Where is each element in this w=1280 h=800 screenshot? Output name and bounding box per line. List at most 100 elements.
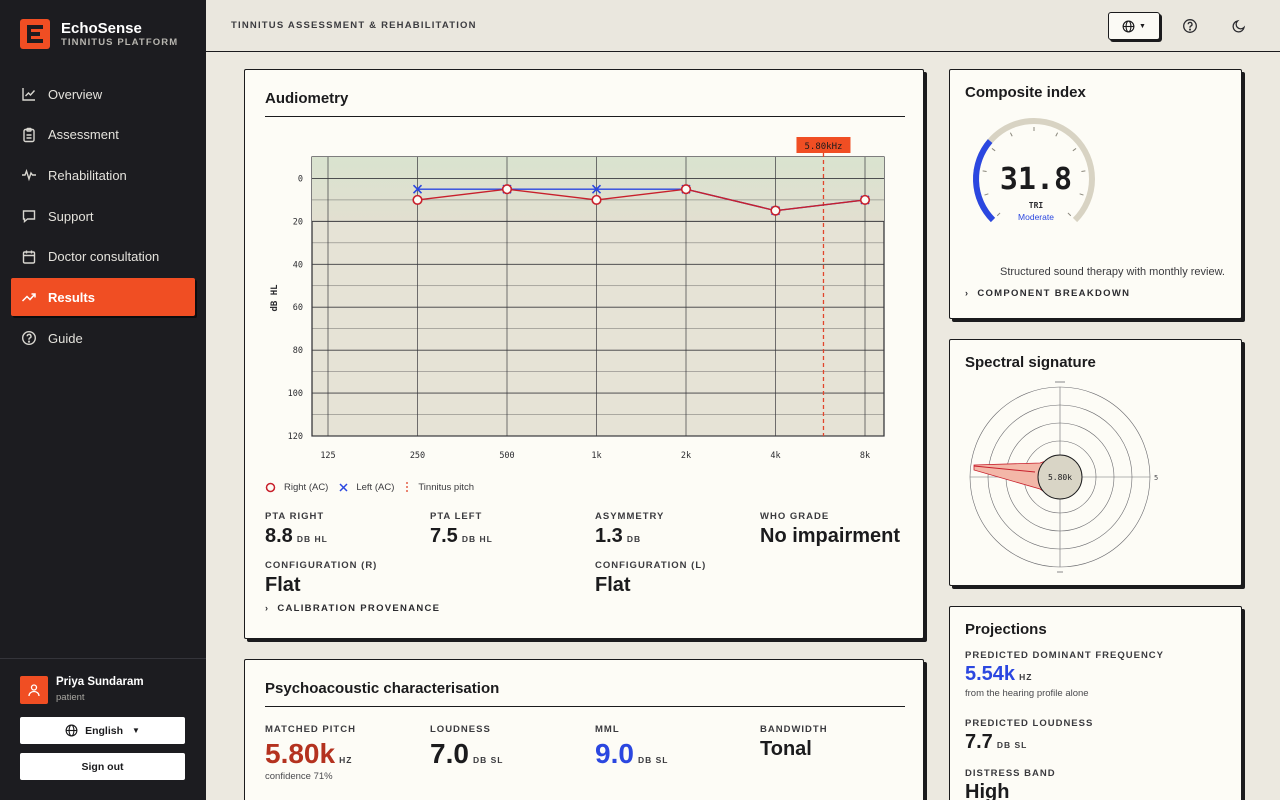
gauge-tick <box>1055 132 1059 137</box>
brand[interactable]: EchoSense TINNITUS PLATFORM <box>20 19 178 49</box>
stat-predicted-frequency: PREDICTED DOMINANT FREQUENCY 5.54k HZ fro… <box>965 650 1164 699</box>
stat-label: ASYMMETRY <box>595 511 665 522</box>
stat-value: 9.0 <box>595 738 634 769</box>
projections-card: Projections PREDICTED DOMINANT FREQUENCY… <box>949 606 1242 800</box>
pitch-marker-label: 5.80kHz <box>805 142 843 152</box>
card-title: Psychoacoustic characterisation <box>265 680 500 697</box>
stat-configuration-right: CONFIGURATION (R) Flat <box>265 560 377 597</box>
polar-tick-right: 5 <box>1154 474 1158 482</box>
y-tick-label: 0 <box>298 174 303 184</box>
stat-unit: DB SL <box>996 740 1028 750</box>
top-bar: TINNITUS ASSESSMENT & REHABILITATION ▼ <box>206 0 1280 52</box>
stat-value: 8.8 <box>265 525 293 547</box>
nav-item-doctor-consultation[interactable]: Doctor consultation <box>11 238 195 276</box>
nav-item-guide[interactable]: Guide <box>11 319 195 357</box>
stat-label: CONFIGURATION (R) <box>265 560 378 571</box>
sign-out-button[interactable]: Sign out <box>20 753 185 780</box>
stat-label: MML <box>595 724 620 735</box>
gauge-tick <box>1079 193 1084 196</box>
left-ear-point <box>591 184 602 194</box>
stat-unit: DB HL <box>461 534 493 544</box>
gauge-tick <box>1067 212 1072 217</box>
caret-down-icon: ▼ <box>1139 22 1146 30</box>
nav-item-support[interactable]: Support <box>11 197 195 235</box>
component-breakdown-toggle[interactable]: › COMPONENT BREAKDOWN <box>965 288 1130 299</box>
stat-predicted-loudness: PREDICTED LOUDNESS 7.7 DB SL <box>965 718 1093 754</box>
stat-label: MATCHED PITCH <box>265 724 356 735</box>
right-ear-point <box>680 184 692 195</box>
language-label: English <box>85 724 123 737</box>
stat-unit: DB <box>626 534 642 544</box>
stat-label: PREDICTED LOUDNESS <box>965 718 1094 729</box>
x-tick-label: 8k <box>860 451 870 461</box>
right-ear-point <box>591 194 602 206</box>
stat-mml: MML 9.0 DB SL <box>595 724 668 770</box>
card-title: Composite index <box>965 84 1086 101</box>
x-marker-icon <box>339 483 348 492</box>
stat-value: 7.7 <box>965 731 993 753</box>
stat-unit: HZ <box>1019 672 1033 682</box>
expander-label: COMPONENT BREAKDOWN <box>977 288 1131 299</box>
nav-label: Guide <box>48 330 83 346</box>
help-icon[interactable] <box>1182 18 1198 34</box>
y-tick-label: 20 <box>293 217 303 227</box>
echosense-logo-icon <box>20 19 50 49</box>
audiometry-card: Audiometry 0 20 40 60 80 100 120 125 250 500 1k 2k… <box>244 69 924 639</box>
composite-index-card: Composite index 31.8 TRI Moderate Struct… <box>949 69 1242 319</box>
user-icon <box>28 684 40 697</box>
nav-item-results[interactable]: Results <box>11 278 195 317</box>
nav-item-overview[interactable]: Overview <box>11 75 195 113</box>
language-select[interactable]: English ▼ <box>20 717 185 744</box>
right-ear-point <box>501 184 513 195</box>
stat-label: PTA RIGHT <box>265 511 325 522</box>
stat-label: DISTRESS BAND <box>965 768 1056 779</box>
stat-matched-pitch: MATCHED PITCH 5.80k HZ confidence 71% <box>265 724 356 782</box>
waveform-icon <box>22 169 36 182</box>
breadcrumb: TINNITUS ASSESSMENT & REHABILITATION <box>231 20 477 31</box>
gauge-tick <box>984 193 989 196</box>
stat-who-grade: WHO GRADE No impairment <box>760 511 900 548</box>
stat-label: PREDICTED DOMINANT FREQUENCY <box>965 650 1165 661</box>
stat-value: 5.80k <box>265 738 336 769</box>
gauge-tick <box>996 212 1001 217</box>
y-tick-label: 40 <box>293 260 303 270</box>
clipboard-icon <box>23 127 35 142</box>
stat-distress-band: DISTRESS BAND High <box>965 768 1056 800</box>
stat-asymmetry: ASYMMETRY 1.3 DB <box>595 511 664 548</box>
stat-label: BANDWIDTH <box>760 724 828 735</box>
language-menu-button[interactable]: ▼ <box>1108 12 1160 40</box>
user-profile[interactable]: Priya Sundaram patient <box>20 675 144 705</box>
right-ear-line <box>417 188 866 212</box>
spectral-center-label: 5.80k <box>1048 473 1072 482</box>
globe-icon <box>65 724 78 737</box>
dark-mode-icon[interactable] <box>1231 18 1247 34</box>
brand-name: EchoSense <box>61 19 142 37</box>
trend-up-icon <box>21 293 36 302</box>
y-tick-label: 60 <box>293 303 303 313</box>
calibration-provenance-toggle[interactable]: › CALIBRATION PROVENANCE <box>265 603 440 614</box>
stat-value: Tonal <box>760 738 812 760</box>
stat-note: from the hearing profile alone <box>965 688 1089 699</box>
x-tick-label: 4k <box>770 451 780 461</box>
sign-out-label: Sign out <box>81 760 124 773</box>
stat-note: confidence 71% <box>265 771 333 782</box>
spectral-center-fill <box>1037 454 1083 500</box>
help-circle-icon <box>21 331 37 346</box>
nav-item-assessment[interactable]: Assessment <box>11 116 195 154</box>
circle-marker-icon <box>265 482 276 493</box>
sidebar-divider <box>0 658 206 659</box>
nav-item-rehabilitation[interactable]: Rehabilitation <box>11 156 195 194</box>
user-role: patient <box>56 692 85 703</box>
y-tick-label: 120 <box>288 432 303 442</box>
legend-pitch: Tinnitus pitch <box>418 482 474 493</box>
legend-left: Left (AC) <box>356 482 395 493</box>
globe-icon <box>1122 20 1135 32</box>
left-ear-point <box>412 184 423 194</box>
gauge-fill <box>973 139 996 223</box>
sidebar-nav: Overview Assessment Rehabilitation Suppo… <box>11 75 195 360</box>
x-tick-label: 1k <box>591 451 601 461</box>
spectral-peak-line <box>973 465 1036 473</box>
brand-subtitle: TINNITUS PLATFORM <box>61 36 179 48</box>
gauge-tick <box>1072 148 1077 152</box>
